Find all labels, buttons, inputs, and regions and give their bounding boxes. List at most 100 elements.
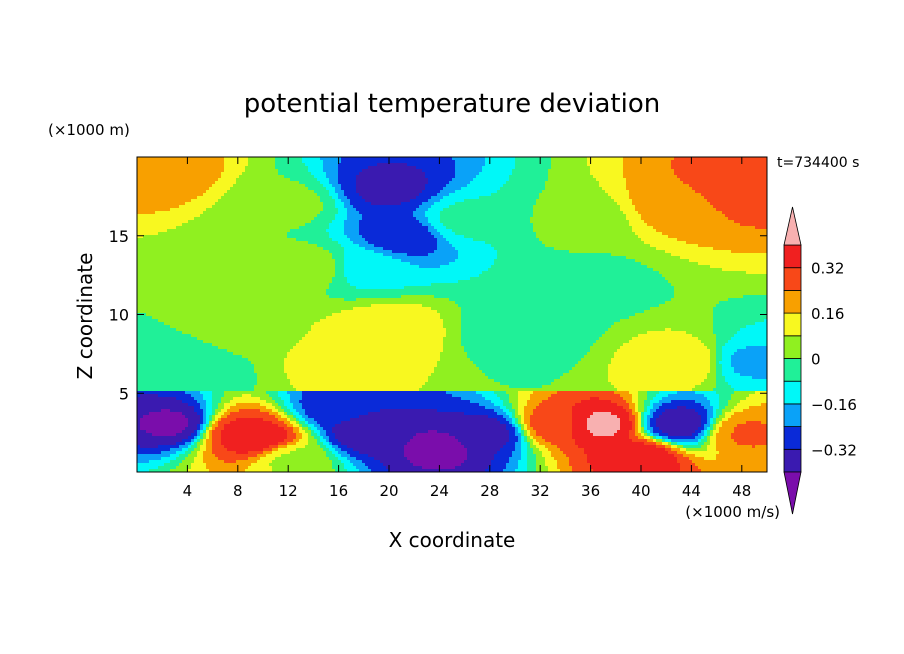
contour-cell	[362, 169, 365, 172]
contour-cell	[206, 169, 209, 172]
contour-cell	[173, 163, 176, 166]
contour-cell	[200, 157, 203, 160]
contour-cell	[179, 178, 182, 181]
contour-cell	[146, 172, 149, 175]
contour-cell	[302, 181, 305, 184]
contour-cell	[371, 166, 374, 169]
contour-cell	[725, 157, 728, 160]
contour-cell	[617, 178, 620, 181]
contour-cell	[446, 181, 449, 184]
contour-cell	[455, 160, 458, 163]
contour-cell	[428, 166, 431, 169]
contour-cell	[554, 166, 557, 169]
contour-cell	[263, 172, 266, 175]
contour-cell	[674, 163, 677, 166]
contour-cell	[551, 157, 554, 160]
contour-cell	[272, 172, 275, 175]
contour-cell	[326, 166, 329, 169]
contour-cell	[428, 157, 431, 160]
contour-cell	[281, 166, 284, 169]
contour-cell	[317, 166, 320, 169]
contour-cell	[338, 169, 341, 172]
contour-cell	[593, 169, 596, 172]
contour-cell	[413, 163, 416, 166]
contour-cell	[410, 160, 413, 163]
contour-cell	[722, 157, 725, 160]
contour-cell	[425, 175, 428, 178]
contour-cell	[749, 163, 752, 166]
contour-cell	[596, 172, 599, 175]
contour-cell	[626, 166, 629, 169]
contour-cell	[458, 160, 461, 163]
contour-cell	[299, 169, 302, 172]
contour-cell	[383, 163, 386, 166]
contour-cell	[482, 166, 485, 169]
contour-cell	[614, 166, 617, 169]
contour-cell	[290, 163, 293, 166]
contour-cell	[404, 169, 407, 172]
contour-cell	[719, 157, 722, 160]
contour-cell	[311, 178, 314, 181]
contour-cell	[530, 175, 533, 178]
contour-cell	[185, 172, 188, 175]
contour-cell	[326, 163, 329, 166]
contour-cell	[431, 172, 434, 175]
contour-cell	[386, 172, 389, 175]
contour-cell	[425, 166, 428, 169]
contour-cell	[389, 172, 392, 175]
contour-cell	[467, 157, 470, 160]
contour-cell	[599, 163, 602, 166]
contour-cell	[566, 175, 569, 178]
contour-cell	[482, 181, 485, 184]
contour-cell	[155, 160, 158, 163]
contour-cell	[686, 163, 689, 166]
contour-cell	[548, 160, 551, 163]
contour-cell	[491, 175, 494, 178]
contour-cell	[398, 172, 401, 175]
contour-cell	[239, 181, 242, 184]
contour-cell	[725, 175, 728, 178]
contour-cell	[506, 175, 509, 178]
contour-cell	[311, 160, 314, 163]
contour-cell	[629, 178, 632, 181]
contour-cell	[731, 178, 734, 181]
contour-cell	[620, 157, 623, 160]
contour-cell	[647, 172, 650, 175]
contour-cell	[290, 160, 293, 163]
contour-cell	[755, 163, 758, 166]
contour-cell	[632, 169, 635, 172]
contour-cell	[416, 169, 419, 172]
contour-cell	[386, 166, 389, 169]
contour-cell	[344, 181, 347, 184]
contour-cell	[221, 175, 224, 178]
contour-cell	[713, 178, 716, 181]
contour-cell	[716, 178, 719, 181]
contour-cell	[542, 160, 545, 163]
contour-cell	[149, 178, 152, 181]
contour-cell	[302, 172, 305, 175]
contour-cell	[683, 157, 686, 160]
contour-cell	[512, 169, 515, 172]
contour-cell	[170, 157, 173, 160]
contour-cell	[404, 175, 407, 178]
contour-cell	[758, 163, 761, 166]
contour-cell	[506, 181, 509, 184]
contour-cell	[731, 172, 734, 175]
contour-cell	[311, 163, 314, 166]
contour-cell	[503, 178, 506, 181]
contour-cell	[326, 181, 329, 184]
contour-cell	[137, 172, 140, 175]
contour-cell	[236, 178, 239, 181]
contour-cell	[332, 181, 335, 184]
contour-cell	[668, 172, 671, 175]
contour-cell	[365, 181, 368, 184]
contour-cell	[587, 163, 590, 166]
contour-cell	[302, 163, 305, 166]
contour-cell	[284, 160, 287, 163]
contour-cell	[656, 160, 659, 163]
contour-cell	[221, 172, 224, 175]
contour-cell	[263, 178, 266, 181]
contour-cell	[389, 178, 392, 181]
contour-cell	[275, 178, 278, 181]
contour-cell	[458, 163, 461, 166]
